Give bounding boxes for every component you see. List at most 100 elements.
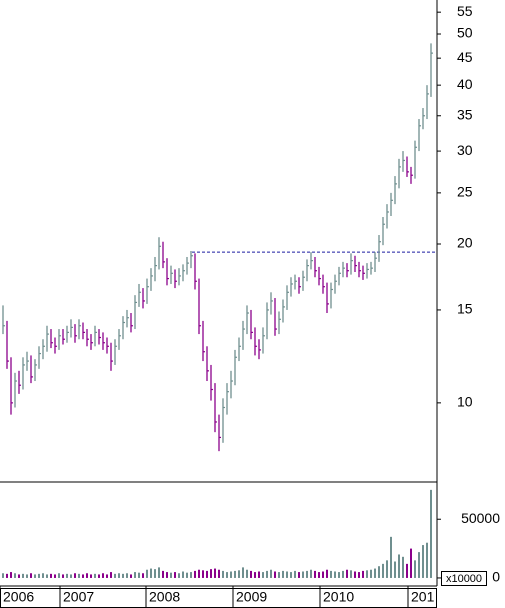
volume-bar — [226, 572, 228, 578]
volume-bar — [70, 574, 72, 578]
volume-bar — [250, 570, 252, 578]
x-tick-label: 201 — [411, 589, 435, 605]
volume-bar — [346, 569, 348, 578]
volume-bar — [130, 574, 132, 578]
volume-bar — [102, 573, 104, 578]
volume-bar — [74, 573, 76, 578]
volume-bar — [246, 569, 248, 578]
volume-bar — [342, 570, 344, 578]
volume-bar — [150, 568, 152, 578]
volume-bar — [34, 574, 36, 578]
volume-bar — [22, 573, 24, 578]
volume-bar — [338, 572, 340, 578]
volume-bar — [282, 570, 284, 578]
volume-bar — [174, 572, 176, 578]
y-tick-label: 30 — [457, 142, 473, 158]
volume-bar — [98, 574, 100, 578]
volume-bar — [90, 574, 92, 578]
volume-bar — [230, 571, 232, 578]
volume-bar — [142, 573, 144, 578]
volume-bar — [286, 571, 288, 578]
volume-bar — [310, 569, 312, 578]
volume-bar — [118, 573, 120, 578]
volume-bar — [106, 574, 108, 578]
volume-bar — [66, 573, 68, 578]
volume-bar — [186, 572, 188, 578]
volume-bar — [214, 568, 216, 578]
volume-bar — [154, 569, 156, 578]
volume-bar — [362, 570, 364, 578]
volume-bar — [134, 572, 136, 578]
x-tick-label: 2007 — [63, 589, 94, 605]
y-tick-label: 10 — [457, 394, 473, 410]
volume-bar — [78, 573, 80, 578]
volume-bar — [6, 573, 8, 578]
volume-bar — [266, 570, 268, 578]
volume-bar — [406, 563, 408, 578]
volume-bar — [430, 489, 432, 578]
volume-bar — [86, 573, 88, 578]
y-tick-label: 50 — [457, 25, 473, 41]
volume-bar — [50, 573, 52, 578]
volume-bar — [294, 570, 296, 578]
volume-bar — [218, 569, 220, 578]
volume-bar — [254, 572, 256, 578]
volume-bar — [426, 542, 428, 578]
volume-bar — [354, 571, 356, 578]
y-tick-label: 40 — [457, 76, 473, 92]
volume-bar — [62, 574, 64, 578]
volume-bar — [370, 569, 372, 578]
volume-bar — [330, 570, 332, 578]
volume-bar — [298, 572, 300, 578]
y-tick-label: 45 — [457, 49, 473, 65]
volume-bar — [110, 572, 112, 578]
volume-bar — [46, 574, 48, 578]
y-tick-label: 35 — [457, 106, 473, 122]
volume-bar — [170, 572, 172, 578]
x-tick-label: 2006 — [3, 589, 34, 605]
volume-bar — [14, 573, 16, 578]
volume-bar — [10, 572, 12, 578]
volume-bar — [42, 573, 44, 578]
volume-bar — [334, 571, 336, 578]
volume-bar — [322, 571, 324, 578]
x-tick-label: 2008 — [149, 589, 180, 605]
volume-bar — [234, 570, 236, 578]
volume-bar — [122, 573, 124, 578]
volume-bar — [258, 571, 260, 578]
volume-bar — [194, 570, 196, 578]
volume-bar — [190, 572, 192, 578]
y-tick-label: 15 — [457, 301, 473, 317]
volume-bar — [242, 567, 244, 578]
volume-bar — [202, 570, 204, 578]
volume-bar — [398, 554, 400, 578]
volume-bar — [262, 572, 264, 578]
volume-tick-label: 0 — [492, 569, 500, 585]
volume-bar — [30, 573, 32, 578]
volume-bar — [210, 569, 212, 578]
volume-bar — [390, 536, 392, 578]
volume-bar — [222, 570, 224, 578]
x-tick-label: 2009 — [236, 589, 267, 605]
y-tick-label: 25 — [457, 184, 473, 200]
volume-bar — [306, 570, 308, 578]
volume-bar — [422, 545, 424, 578]
volume-bar — [378, 566, 380, 578]
x-tick-label: 2010 — [323, 589, 354, 605]
volume-bar — [158, 567, 160, 578]
volume-bar — [38, 573, 40, 578]
y-tick-label: 55 — [457, 3, 473, 19]
volume-bar — [386, 560, 388, 578]
volume-bar — [146, 569, 148, 578]
volume-bar — [2, 573, 4, 578]
volume-tick-label: 50000 — [461, 510, 500, 526]
volume-bar — [402, 556, 404, 578]
volume-bar — [270, 569, 272, 578]
volume-bar — [162, 570, 164, 578]
volume-bar — [366, 570, 368, 578]
y-tick-label: 20 — [457, 235, 473, 251]
volume-bar — [278, 572, 280, 578]
volume-bar — [198, 569, 200, 578]
